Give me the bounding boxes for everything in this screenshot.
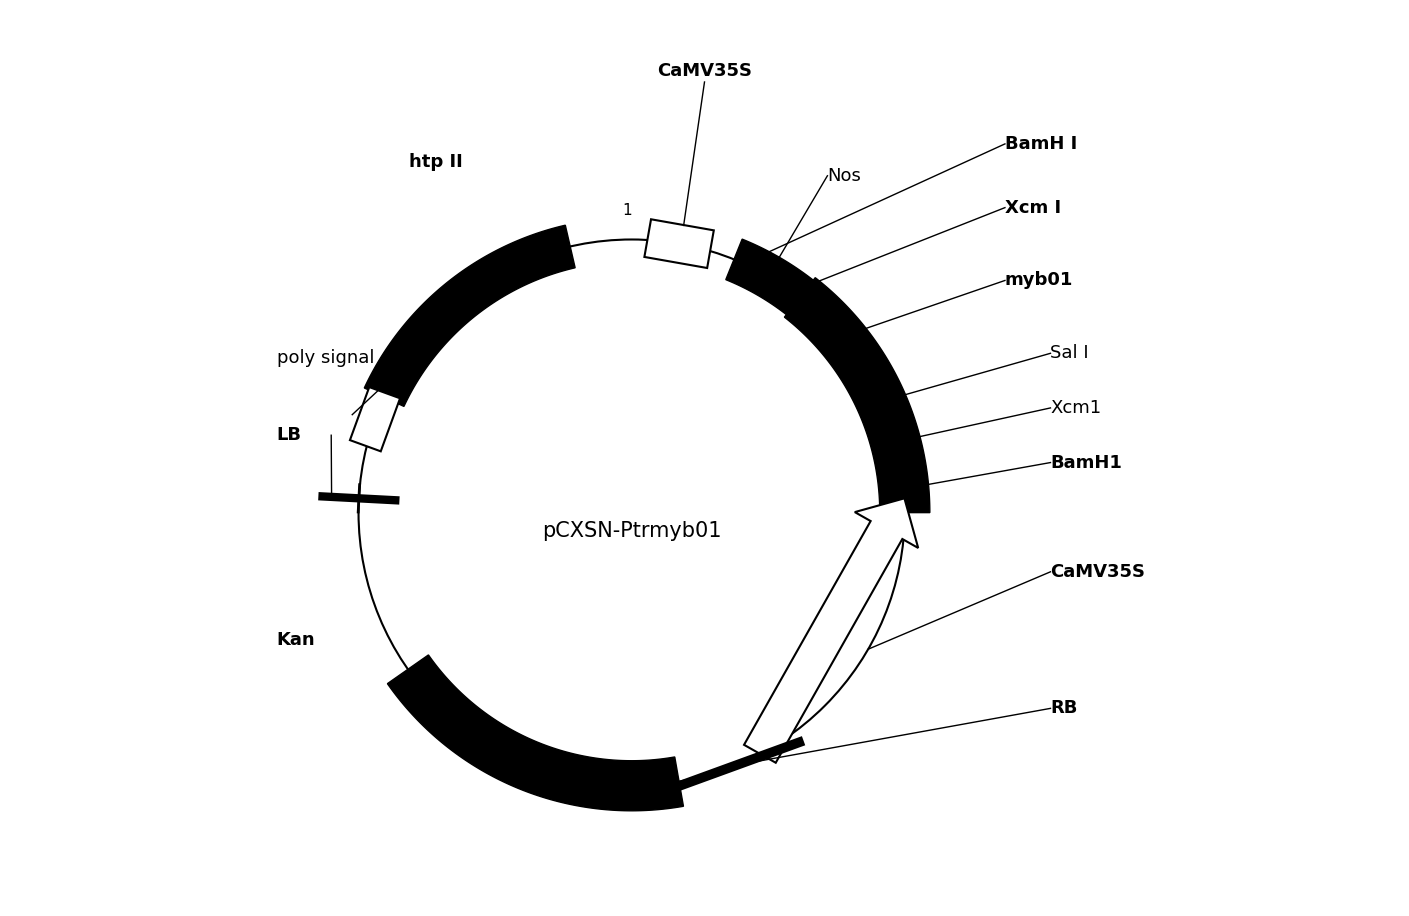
Polygon shape (349, 387, 400, 452)
Polygon shape (726, 239, 813, 314)
Text: BamH I: BamH I (1005, 135, 1078, 153)
Text: Nos: Nos (827, 167, 861, 185)
Text: Sal I: Sal I (1051, 344, 1089, 363)
Text: Kan: Kan (276, 631, 316, 649)
Text: myb01: myb01 (1005, 271, 1074, 289)
Text: 1: 1 (623, 202, 631, 218)
Text: CaMV35S: CaMV35S (1051, 562, 1146, 581)
Text: poly signal: poly signal (276, 349, 375, 366)
Text: pCXSN-Ptrmyb01: pCXSN-Ptrmyb01 (542, 521, 721, 540)
Polygon shape (785, 278, 930, 513)
Polygon shape (744, 498, 919, 763)
Text: htp II: htp II (410, 153, 464, 171)
Text: LB: LB (276, 426, 302, 444)
Text: BamH1: BamH1 (1051, 453, 1123, 472)
Polygon shape (365, 225, 575, 407)
Text: Xcm1: Xcm1 (1051, 399, 1102, 417)
Text: Xcm I: Xcm I (1005, 199, 1061, 216)
Polygon shape (387, 655, 683, 811)
Polygon shape (644, 219, 714, 268)
Text: RB: RB (1051, 700, 1078, 717)
Text: CaMV35S: CaMV35S (657, 62, 752, 81)
